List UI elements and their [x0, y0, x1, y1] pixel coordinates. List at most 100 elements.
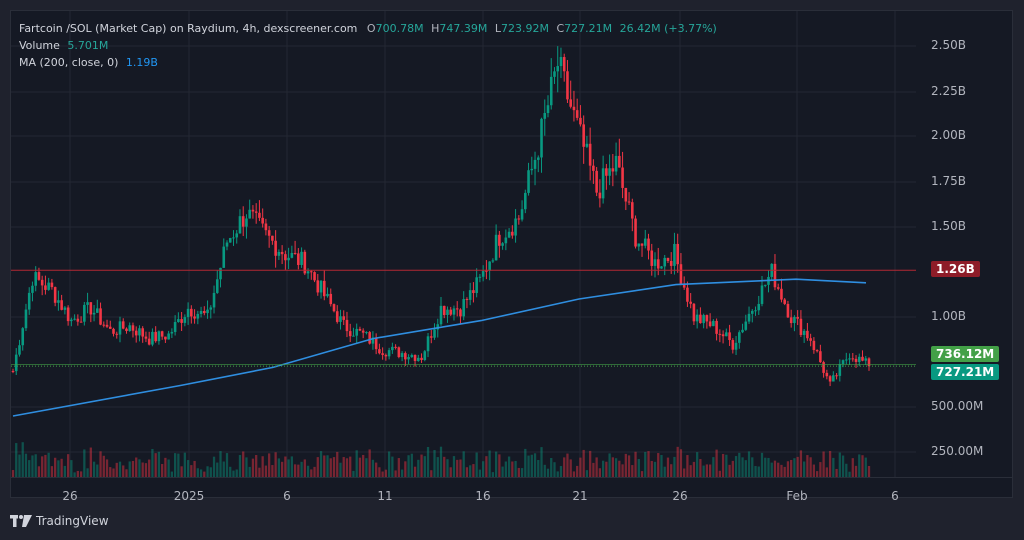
candle-body: [449, 309, 453, 315]
candle-body: [773, 263, 777, 288]
candle-body: [332, 304, 336, 312]
candle-body: [293, 252, 297, 254]
volume-bar: [86, 468, 89, 477]
volume-bar: [63, 465, 67, 477]
volume-bar: [384, 469, 388, 477]
candle-body: [345, 319, 349, 332]
volume-bar: [611, 457, 614, 477]
volume-bar: [838, 452, 841, 477]
candle-body: [141, 328, 144, 337]
volume-bar: [102, 455, 105, 477]
volume-bar: [115, 462, 118, 477]
volume-bar: [446, 459, 449, 477]
chart-frame[interactable]: Fartcoin /SOL (Market Cap) on Raydium, 4…: [10, 10, 1013, 503]
candle-body: [258, 212, 261, 218]
candle-body: [647, 238, 650, 251]
volume-bar: [741, 457, 744, 477]
candle-body: [138, 328, 141, 336]
candle-body: [24, 309, 28, 329]
candle-body: [536, 157, 540, 160]
candle-body: [203, 311, 206, 314]
volume-bar: [329, 458, 332, 477]
candle-body: [867, 358, 871, 367]
candle-body: [381, 353, 384, 355]
volume-bar: [47, 452, 50, 477]
volume-bar: [851, 458, 854, 477]
volume-bar: [543, 464, 546, 477]
candle-body: [663, 257, 667, 267]
candle-body: [572, 106, 576, 111]
candle-body: [533, 159, 537, 169]
volume-bar: [725, 454, 728, 477]
candle-body: [306, 271, 310, 274]
candle-body: [634, 218, 637, 247]
candle-body: [99, 308, 102, 325]
volume-bar: [190, 465, 193, 477]
volume-bar: [692, 461, 696, 477]
candle-body: [387, 350, 391, 357]
candle-body: [660, 266, 663, 269]
candle-body: [637, 243, 641, 247]
volume-bar: [569, 459, 572, 477]
candle-body: [793, 316, 796, 324]
candle-body: [686, 287, 689, 302]
volume-bar: [858, 454, 861, 477]
volume-bar: [835, 468, 838, 477]
volume-bar: [501, 466, 504, 477]
ma-value: 1.19B: [125, 56, 158, 69]
candle-body: [566, 71, 569, 100]
volume-bar: [293, 464, 297, 477]
price-axis-label: 1.50B: [931, 219, 966, 233]
volume-bar: [582, 449, 585, 477]
volume-bar: [148, 459, 151, 477]
candle-body: [452, 308, 456, 315]
candle-body: [326, 293, 329, 297]
volume-bar: [287, 459, 290, 477]
volume-bar: [498, 454, 501, 477]
volume-bar: [310, 469, 313, 477]
volume-bar: [777, 462, 780, 477]
candle-body: [86, 302, 89, 305]
volume-bar: [290, 456, 293, 477]
volume-bar: [683, 468, 686, 477]
volume-bar: [482, 461, 485, 477]
volume-bar: [845, 463, 848, 477]
volume-bar: [747, 451, 751, 477]
volume-bar: [825, 467, 828, 477]
candle-body: [134, 330, 138, 336]
volume-bar: [37, 466, 41, 477]
volume-bar: [394, 470, 397, 477]
volume-bar: [413, 466, 417, 477]
volume-bar: [66, 454, 70, 477]
volume-bar: [760, 452, 764, 477]
volume-bar: [679, 449, 683, 477]
candle-body: [384, 354, 388, 357]
candle-body: [864, 358, 868, 361]
volume-bar: [504, 461, 507, 477]
candle-body: [277, 251, 281, 256]
candle-body: [228, 238, 232, 243]
volume-bar: [313, 466, 316, 477]
candle-body: [439, 305, 443, 325]
price-chart-canvas[interactable]: [11, 11, 1012, 497]
candle-body: [786, 303, 790, 318]
candle-body: [562, 57, 566, 72]
volume-bar: [404, 461, 407, 477]
tradingview-logo[interactable]: TradingView: [10, 514, 109, 528]
candle-body: [57, 300, 60, 303]
volume-bar: [18, 454, 21, 477]
candle-body: [121, 321, 125, 329]
volume-bar: [426, 446, 430, 477]
candle-body: [404, 353, 407, 360]
time-axis-label: 26: [62, 489, 78, 503]
volume-label: Volume: [19, 39, 60, 52]
candle-body: [222, 246, 226, 268]
price-axis-label: 1.75B: [931, 174, 966, 188]
volume-bar: [809, 457, 812, 477]
candle-body: [297, 253, 300, 265]
volume-bar: [670, 464, 673, 477]
candle-body: [812, 340, 816, 351]
volume-bar: [566, 453, 569, 477]
candle-body: [650, 250, 654, 266]
candle-body: [261, 217, 264, 224]
